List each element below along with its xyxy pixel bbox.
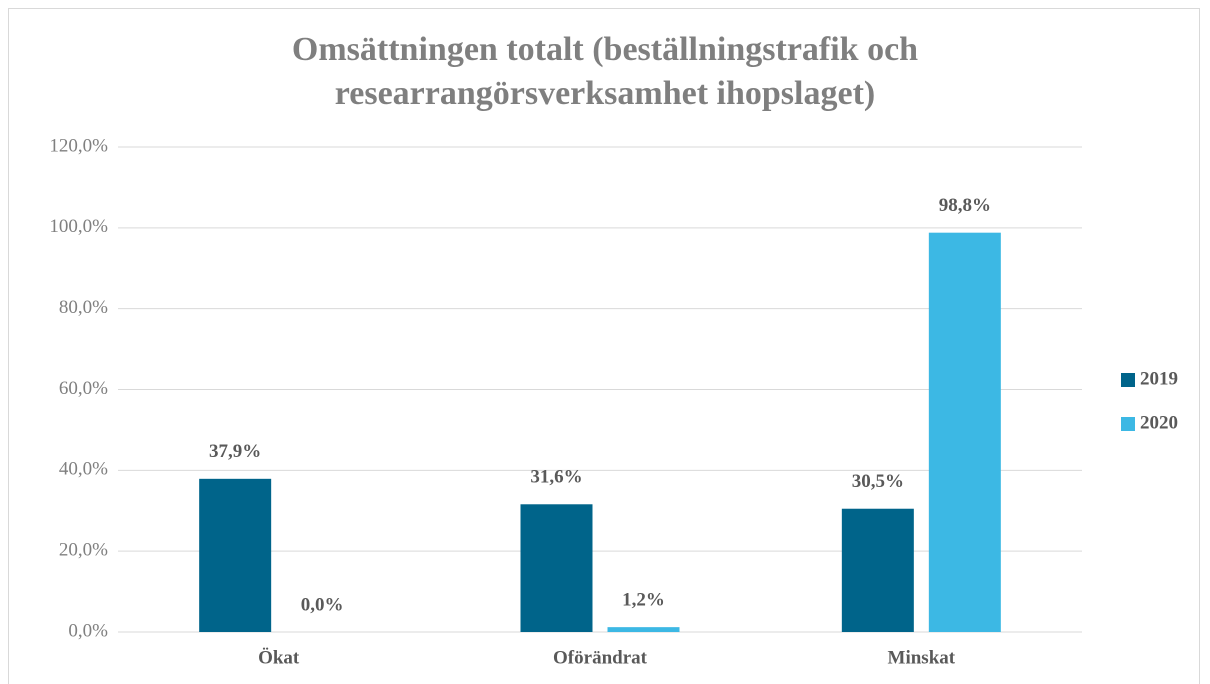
bar bbox=[607, 627, 680, 632]
bar bbox=[199, 478, 272, 632]
bar bbox=[520, 504, 593, 632]
value-label: 31,6% bbox=[530, 467, 582, 488]
bar bbox=[841, 508, 914, 632]
y-tick-label: 80,0% bbox=[59, 297, 108, 318]
value-label: 1,2% bbox=[622, 590, 665, 611]
chart-frame bbox=[8, 8, 1200, 684]
legend-swatch bbox=[1121, 417, 1135, 431]
x-tick-label: Ökat bbox=[258, 647, 300, 668]
y-tick-label: 40,0% bbox=[59, 459, 108, 480]
value-label: 30,5% bbox=[852, 471, 904, 492]
y-tick-label: 100,0% bbox=[49, 216, 108, 237]
legend-label: 2020 bbox=[1140, 412, 1178, 433]
y-tick-label: 20,0% bbox=[59, 540, 108, 561]
y-tick-label: 120,0% bbox=[49, 135, 108, 156]
chart-title: Omsättningen totalt (beställningstrafik … bbox=[291, 31, 919, 112]
y-tick-label: 0,0% bbox=[68, 620, 108, 641]
value-label: 98,8% bbox=[939, 195, 991, 216]
legend-label: 2019 bbox=[1140, 368, 1178, 389]
y-tick-label: 60,0% bbox=[59, 378, 108, 399]
bar bbox=[928, 232, 1001, 632]
value-label: 0,0% bbox=[301, 594, 344, 615]
x-tick-label: Minskat bbox=[888, 647, 956, 668]
value-label: 37,9% bbox=[209, 441, 261, 462]
x-tick-label: Oförändrat bbox=[553, 647, 648, 668]
legend-swatch bbox=[1121, 373, 1135, 387]
